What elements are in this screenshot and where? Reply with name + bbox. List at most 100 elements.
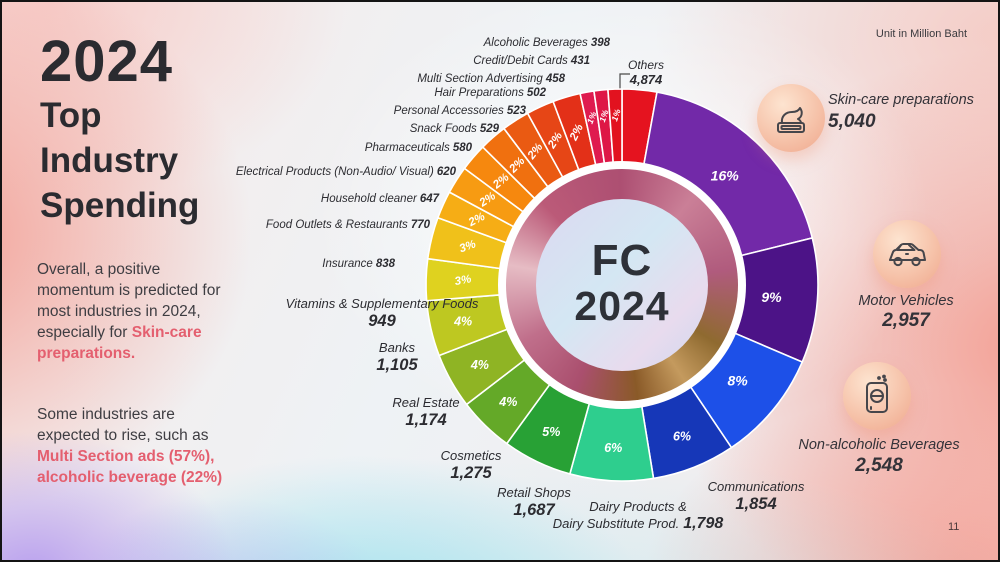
segment-value: 398 <box>590 37 610 49</box>
highlight-value-skin-care: 5,040 <box>828 111 876 132</box>
segment-name: Alcoholic Beverages <box>483 37 588 49</box>
unit-note: Unit in Million Baht <box>875 28 967 40</box>
segment-value: 502 <box>526 87 546 99</box>
segment-name: Hair Preparations <box>434 87 524 99</box>
segment-value: 529 <box>479 123 499 135</box>
segment-label-others: Others 4,874 <box>628 58 664 87</box>
segment-percent-label-skin-care: 16% <box>711 168 740 184</box>
segment-label-alcoholic-beverages: Alcoholic Beverages 398 <box>484 37 610 49</box>
segment-label-hair-preparations: Hair Preparations 502 <box>434 87 546 99</box>
segment-name-line1: Dairy Products & <box>589 499 687 514</box>
segment-name: Multi Section Advertising <box>417 73 543 85</box>
title-line-2: Industry <box>40 140 179 180</box>
rising-text: Some industries are expected to rise, su… <box>37 406 209 444</box>
rising-paragraph: Some industries are expected to rise, su… <box>37 405 233 489</box>
segment-name: Food Outlets & Restaurants <box>265 219 408 231</box>
segment-value: 949 <box>368 311 396 330</box>
segment-percent-label-vitamins: 3% <box>454 273 473 288</box>
segment-label-household-cleaner: Household cleaner 647 <box>321 193 439 205</box>
segment-percent-label-multi-section-advertising: 1% <box>585 110 599 126</box>
others-value: 4,874 <box>629 72 663 87</box>
segment-label-food-outlets: Food Outlets & Restaurants 770 <box>266 219 430 231</box>
segment-name: Cosmetics <box>440 448 502 463</box>
segment-name: Vitamins & Supplementary Foods <box>285 296 479 311</box>
segment-name: Insurance <box>322 258 373 270</box>
segment-name: Pharmaceuticals <box>364 142 450 154</box>
intro-paragraph: Overall, a positive momentum is predicte… <box>37 260 233 365</box>
highlight-circle-skin-care <box>757 84 825 152</box>
center-label-line2: 2024 <box>574 283 670 330</box>
segment-percent-label-banks: 4% <box>453 314 472 328</box>
segment-name: Electrical Products (Non-Audio/ Visual) <box>235 166 434 178</box>
donut-center: FC 2024 <box>536 199 708 371</box>
segment-label-cosmetics: Cosmetics 1,275 <box>440 448 502 484</box>
cream-jar-icon <box>777 107 805 133</box>
segment-label-communications: Communications 1,854 <box>707 479 805 515</box>
segment-name: Communications <box>707 479 805 494</box>
others-leader-line <box>619 73 630 93</box>
highlight-circle-non-alcoholic <box>843 362 911 430</box>
car-icon <box>889 243 926 267</box>
segment-name: Personal Accessories <box>393 105 504 117</box>
highlight-name-motor-vehicles: Motor Vehicles <box>858 293 954 309</box>
highlight-value-non-alcoholic: 2,548 <box>855 455 903 476</box>
segment-value: 647 <box>419 193 439 205</box>
segment-value: 580 <box>452 142 472 154</box>
highlight-name-non-alcoholic: Non-alcoholic Beverages <box>798 437 960 453</box>
segment-value: 523 <box>506 105 526 117</box>
segment-label-dairy: Dairy Products & Dairy Substitute Prod. 1… <box>552 499 724 533</box>
segment-percent-label-motor-vehicles: 9% <box>761 289 782 305</box>
segment-percent-label-cosmetics: 4% <box>498 395 517 409</box>
segment-percent-label-non-alcoholic-beverages: 8% <box>727 373 748 389</box>
segment-label-pharmaceuticals: Pharmaceuticals 580 <box>365 142 472 154</box>
highlight-value-motor-vehicles: 2,957 <box>882 310 930 331</box>
segment-name: Credit/Debit Cards <box>473 55 568 67</box>
segment-value: 838 <box>375 258 395 270</box>
segment-name: Retail Shops <box>497 485 571 500</box>
segment-percent-label-credit-debit-cards: 1% <box>597 108 611 123</box>
page-number: 11 <box>948 521 960 533</box>
intro-highlight: Skin-care preparations. <box>37 323 202 362</box>
segment-name: Household cleaner <box>320 193 417 205</box>
segment-label-real-estate: Real Estate 1,174 <box>392 395 459 431</box>
segment-value: 1,687 <box>513 500 555 519</box>
segment-label-banks: Banks 1,105 <box>376 340 418 376</box>
rising-highlight: Multi Section ads (57%), alcoholic bever… <box>37 447 223 486</box>
segment-percent-label-insurance: 3% <box>458 238 478 255</box>
segment-value: 1,798 <box>683 514 724 532</box>
others-name: Others <box>627 58 665 72</box>
title-line-3: Spending <box>40 185 200 225</box>
page-title: Top Industry Spending <box>40 94 199 228</box>
segment-label-snack-foods: Snack Foods 529 <box>410 123 499 135</box>
segment-label-retail-shops: Retail Shops 1,687 <box>497 485 571 521</box>
highlight-name-skin-care: Skin-care preparations <box>828 92 974 108</box>
title-line-1: Top <box>40 96 102 135</box>
segment-label-insurance: Insurance 838 <box>322 258 395 270</box>
segment-label-electrical-products: Electrical Products (Non-Audio/ Visual) 6… <box>236 166 456 178</box>
segment-value: 1,854 <box>735 494 777 513</box>
segment-percent-label-retail-shops: 5% <box>542 425 560 439</box>
segment-label-personal-accessories: Personal Accessories 523 <box>394 105 526 117</box>
segment-percent-label-dairy: 6% <box>604 441 622 455</box>
segment-label-credit-debit-cards: Credit/Debit Cards 431 <box>473 55 590 67</box>
segment-name: Snack Foods <box>409 123 477 135</box>
segment-value: 770 <box>410 219 430 231</box>
segment-value: 1,275 <box>450 463 492 482</box>
segment-label-vitamins: Vitamins & Supplementary Foods 949 <box>285 296 479 332</box>
segment-percent-label-alcoholic-beverages: 1% <box>609 107 622 122</box>
segment-percent-label-communications: 6% <box>673 430 691 444</box>
segment-percent-label-real-estate: 4% <box>470 358 489 372</box>
segment-value: 458 <box>545 73 565 85</box>
segment-value: 620 <box>436 166 456 178</box>
center-label-line1: FC <box>591 236 653 286</box>
segment-value: 1,105 <box>376 355 418 374</box>
segment-value: 431 <box>570 55 590 67</box>
segment-name: Banks <box>378 340 416 355</box>
segment-value: 1,174 <box>405 410 447 429</box>
highlight-circle-motor-vehicles <box>873 220 941 288</box>
segment-name-line2: Dairy Substitute Prod. <box>552 515 680 531</box>
intro-text: Overall, a positive momentum is predicte… <box>37 261 221 341</box>
segment-label-multi-section-advertising: Multi Section Advertising 458 <box>417 73 565 85</box>
title-year: 2024 <box>40 29 174 94</box>
